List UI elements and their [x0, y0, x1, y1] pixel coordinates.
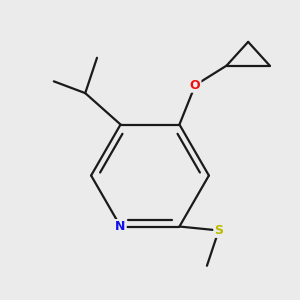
Text: N: N	[116, 220, 126, 233]
Text: S: S	[214, 224, 223, 237]
Text: O: O	[190, 79, 200, 92]
